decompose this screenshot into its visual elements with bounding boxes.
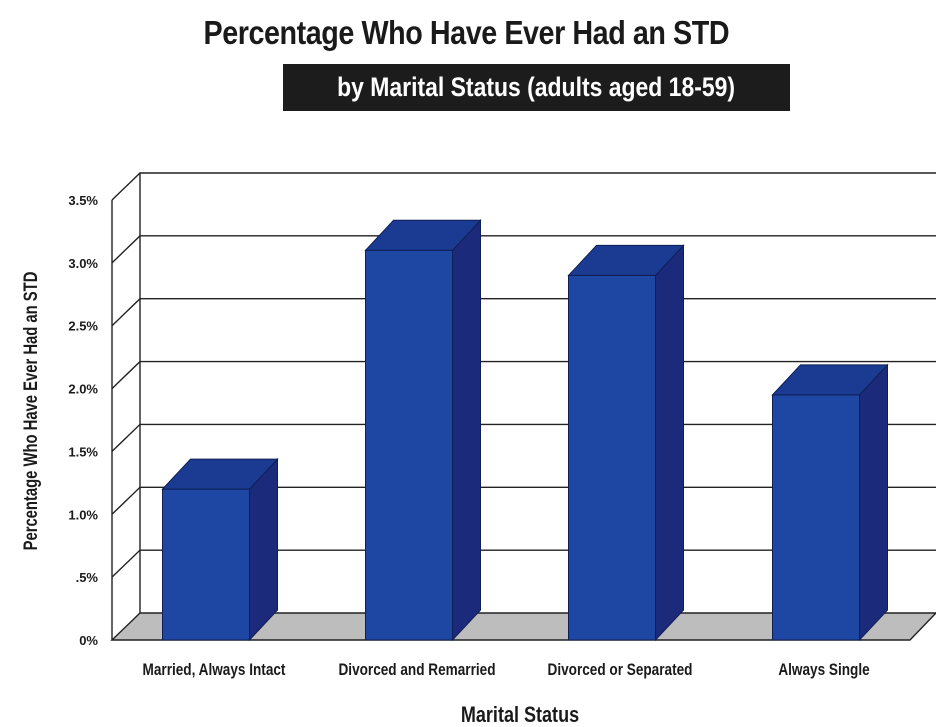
- bar-side: [859, 363, 888, 642]
- y-tick-label: 2.5%: [68, 319, 98, 334]
- gridline: [111, 298, 936, 327]
- chart-subtitle-banner: by Marital Status (adults aged 18-59): [283, 64, 790, 111]
- bar-top: [364, 219, 482, 251]
- y-tick-label: 1.5%: [68, 444, 98, 459]
- bar-side: [452, 219, 481, 642]
- bars: [161, 219, 889, 642]
- bar-top: [161, 458, 279, 490]
- x-axis-label: Marital Status: [461, 703, 579, 727]
- gridline: [111, 235, 936, 264]
- bar-side: [249, 457, 278, 642]
- bar: [771, 363, 889, 642]
- y-tick-label: .5%: [76, 570, 99, 585]
- x-tick-label: Divorced and Remarried: [338, 661, 495, 680]
- x-tick-label: Always Single: [778, 661, 870, 680]
- x-tick-label: Divorced or Separated: [548, 661, 693, 680]
- bar: [364, 219, 482, 642]
- y-tick-labels: 0% .5% 1.0% 1.5% 2.0% 2.5% 3.0% 3.5%: [68, 193, 98, 648]
- bar-top: [567, 244, 685, 276]
- y-tick-label: 2.0%: [68, 382, 98, 397]
- y-tick-label: 3.5%: [68, 193, 98, 208]
- x-tick-label: Married, Always Intact: [143, 661, 286, 680]
- bar-front: [568, 274, 656, 641]
- chart-subtitle: by Marital Status (adults aged 18-59): [337, 72, 736, 102]
- y-axis-label: Percentage Who Have Ever Had an STD: [20, 272, 41, 551]
- gridline: [111, 172, 936, 201]
- bar: [161, 457, 279, 642]
- y-tick-label: 0%: [79, 633, 98, 648]
- bar: [567, 244, 685, 642]
- x-tick-labels: Married, Always Intact Divorced and Remar…: [143, 661, 871, 680]
- bar-front: [162, 488, 250, 641]
- y-tick-label: 1.0%: [68, 507, 98, 522]
- chart-title: Percentage Who Have Ever Had an STD: [203, 14, 730, 51]
- bar-side: [655, 244, 684, 642]
- bar-front: [772, 394, 860, 641]
- y-tick-label: 3.0%: [68, 256, 98, 271]
- bar-front: [365, 249, 453, 641]
- bar-top: [771, 364, 889, 396]
